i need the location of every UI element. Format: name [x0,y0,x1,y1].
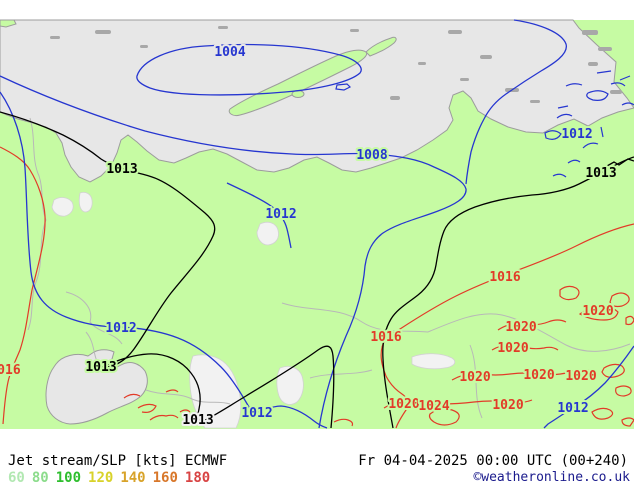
lake-outline [335,83,352,91]
isobars-black [0,111,634,429]
isobar-label: 1016 [489,270,520,285]
isobar-label: 1020 [497,341,528,356]
isobar-label: 1020 [505,320,536,335]
island-specks [50,26,622,103]
isobars-red [0,146,634,429]
isobar-label: 1016 [370,330,401,345]
isobar-label: 1024 [418,399,449,414]
isobar-label: 1020 [523,368,554,383]
valid-time: Fr 04-04-2025 00:00 UTC (00+240) [358,453,628,469]
caspian-patch [189,354,242,429]
corner-island [0,19,17,28]
lake-onega [78,192,93,213]
country-borders [27,117,631,419]
isobars-blue [0,19,634,429]
legend-value: 180 [184,470,211,486]
isobar-label: 1012 [241,406,272,421]
isobar-label: 1013 [585,166,616,181]
legend-value: 100 [55,470,82,486]
legend-value: 140 [120,470,146,486]
lake-ladoga [51,197,74,217]
isobar-label: 1004 [214,45,245,60]
legend-value: 120 [88,470,114,486]
jet-speed-legend: 60 80 100 120 140 160 180 [8,470,217,486]
legend-value: 80 [31,470,49,486]
novaya-zemlya-island [228,49,368,116]
isobar-label: 1013 [106,162,137,177]
pale-patch-ural [256,221,279,246]
isobar-label: 1012 [265,207,296,222]
legend-value: 160 [152,470,178,486]
isobar-label: 1020 [492,398,523,413]
isobar-label: 1012 [105,321,136,336]
arctic-sea [0,19,634,183]
caspian-patch-east [276,366,304,405]
isobar-label: 1020 [565,369,596,384]
isobar-label: 1012 [561,127,592,142]
isobar-label: 1020 [388,397,419,412]
pale-patch-kazakh [411,353,456,370]
isobar-labels: 1004 1008 1012 1012 1012 1012 1012 1013 1013 1013… [0,43,619,430]
legend-value: 60 [8,470,25,486]
novaya-zemlya-north-island [365,36,397,57]
isobar-label: 1020 [582,304,613,319]
isobar-label: 1020 [459,370,490,385]
isobar-label: 1008 [356,148,387,163]
isobar-label: 1016 [0,363,21,378]
product-title: Jet stream/SLP [kts] ECMWF [8,453,228,469]
isobar-label: 1013 [182,413,213,428]
isobar-label: 1012 [557,401,588,416]
black-sea [45,349,148,425]
isobar-label: 1013 [85,360,116,375]
copyright: ©weatheronline.co.uk [473,470,630,485]
